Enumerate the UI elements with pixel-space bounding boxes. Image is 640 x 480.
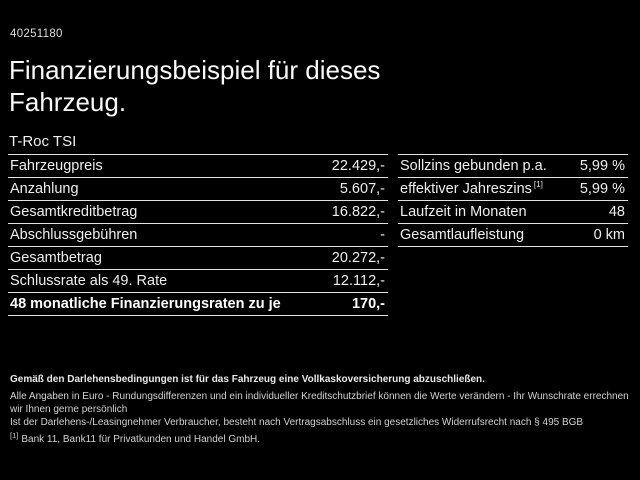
finance-row-down-payment: Anzahlung 5.607,- [8, 177, 388, 200]
legal-line-withdrawal: Ist der Darlehens-/Leasingnehmer Verbrau… [10, 417, 584, 428]
row-label: Fahrzeugpreis [10, 158, 103, 174]
legal-line-insurance: Gemäß den Darlehensbedingungen ist für d… [10, 374, 485, 385]
page-title-line1: Finanzierungsbeispiel für dieses [9, 55, 381, 85]
row-value: 20.272,- [331, 250, 385, 266]
row-value: 12.112,- [332, 273, 385, 289]
conditions-table: Sollzins gebunden p.a. 5,99 % effektiver… [398, 154, 628, 247]
row-label: Gesamtlaufleistung [400, 227, 525, 243]
row-value: 170,- [351, 296, 385, 312]
footnote-bank: [1] Bank 11, Bank11 für Privatkunden und … [10, 430, 634, 446]
condition-row-term-months: Laufzeit in Monaten 48 [398, 200, 628, 223]
row-label: Anzahlung [10, 181, 79, 197]
finance-row-total-credit: Gesamtkreditbetrag 16.822,- [8, 200, 388, 223]
page-title: Finanzierungsbeispiel für dieses Fahrzeu… [9, 54, 380, 118]
row-value: 22.429,- [331, 158, 385, 174]
legal-footer: Gemäß den Darlehensbedingungen ist für d… [10, 373, 634, 446]
condition-row-total-mileage: Gesamtlaufleistung 0 km [398, 223, 628, 246]
row-value: 5.607,- [339, 181, 385, 197]
row-label: Gesamtbetrag [10, 250, 102, 266]
row-value: - [380, 227, 385, 243]
condition-row-effective-interest: effektiver Jahreszins [1] 5,99 % [398, 177, 628, 200]
row-label: Sollzins gebunden p.a. [400, 158, 547, 174]
row-value: 16.822,- [331, 204, 385, 220]
row-label: Laufzeit in Monaten [400, 204, 527, 220]
finance-row-vehicle-price: Fahrzeugpreis 22.429,- [8, 154, 388, 177]
row-value: 0 km [593, 227, 625, 243]
row-value: 5,99 % [579, 181, 625, 197]
footnote-text: Bank 11, Bank11 für Privatkunden und Han… [21, 434, 261, 445]
legal-line-disclaimer: Alle Angaben in Euro - Rundungsdifferenz… [10, 391, 629, 415]
footnote-marker: [1] [10, 430, 19, 440]
page-title-line2: Fahrzeug. [9, 87, 127, 117]
row-label: 48 monatliche Finanzierungsraten zu je [10, 296, 281, 312]
row-value: 5,99 % [579, 158, 625, 174]
footnote-marker: [1] [533, 180, 543, 190]
row-label: Abschlussgebühren [10, 227, 138, 243]
finance-row-total-amount: Gesamtbetrag 20.272,- [8, 246, 388, 269]
finance-row-final-installment: Schlussrate als 49. Rate 12.112,- [8, 269, 388, 292]
offer-reference-number: 40251180 [10, 28, 63, 40]
condition-row-nominal-interest: Sollzins gebunden p.a. 5,99 % [398, 154, 628, 177]
row-label: effektiver Jahreszins [1] [400, 180, 543, 197]
row-label: Schlussrate als 49. Rate [10, 273, 168, 289]
row-value: 48 [608, 204, 625, 220]
row-label: Gesamtkreditbetrag [10, 204, 138, 220]
vehicle-model-label: T-Roc TSI [9, 133, 77, 150]
finance-row-closing-fees: Abschlussgebühren - [8, 223, 388, 246]
finance-table: Fahrzeugpreis 22.429,- Anzahlung 5.607,-… [8, 154, 388, 316]
finance-row-monthly-rate: 48 monatliche Finanzierungsraten zu je 1… [8, 292, 388, 315]
